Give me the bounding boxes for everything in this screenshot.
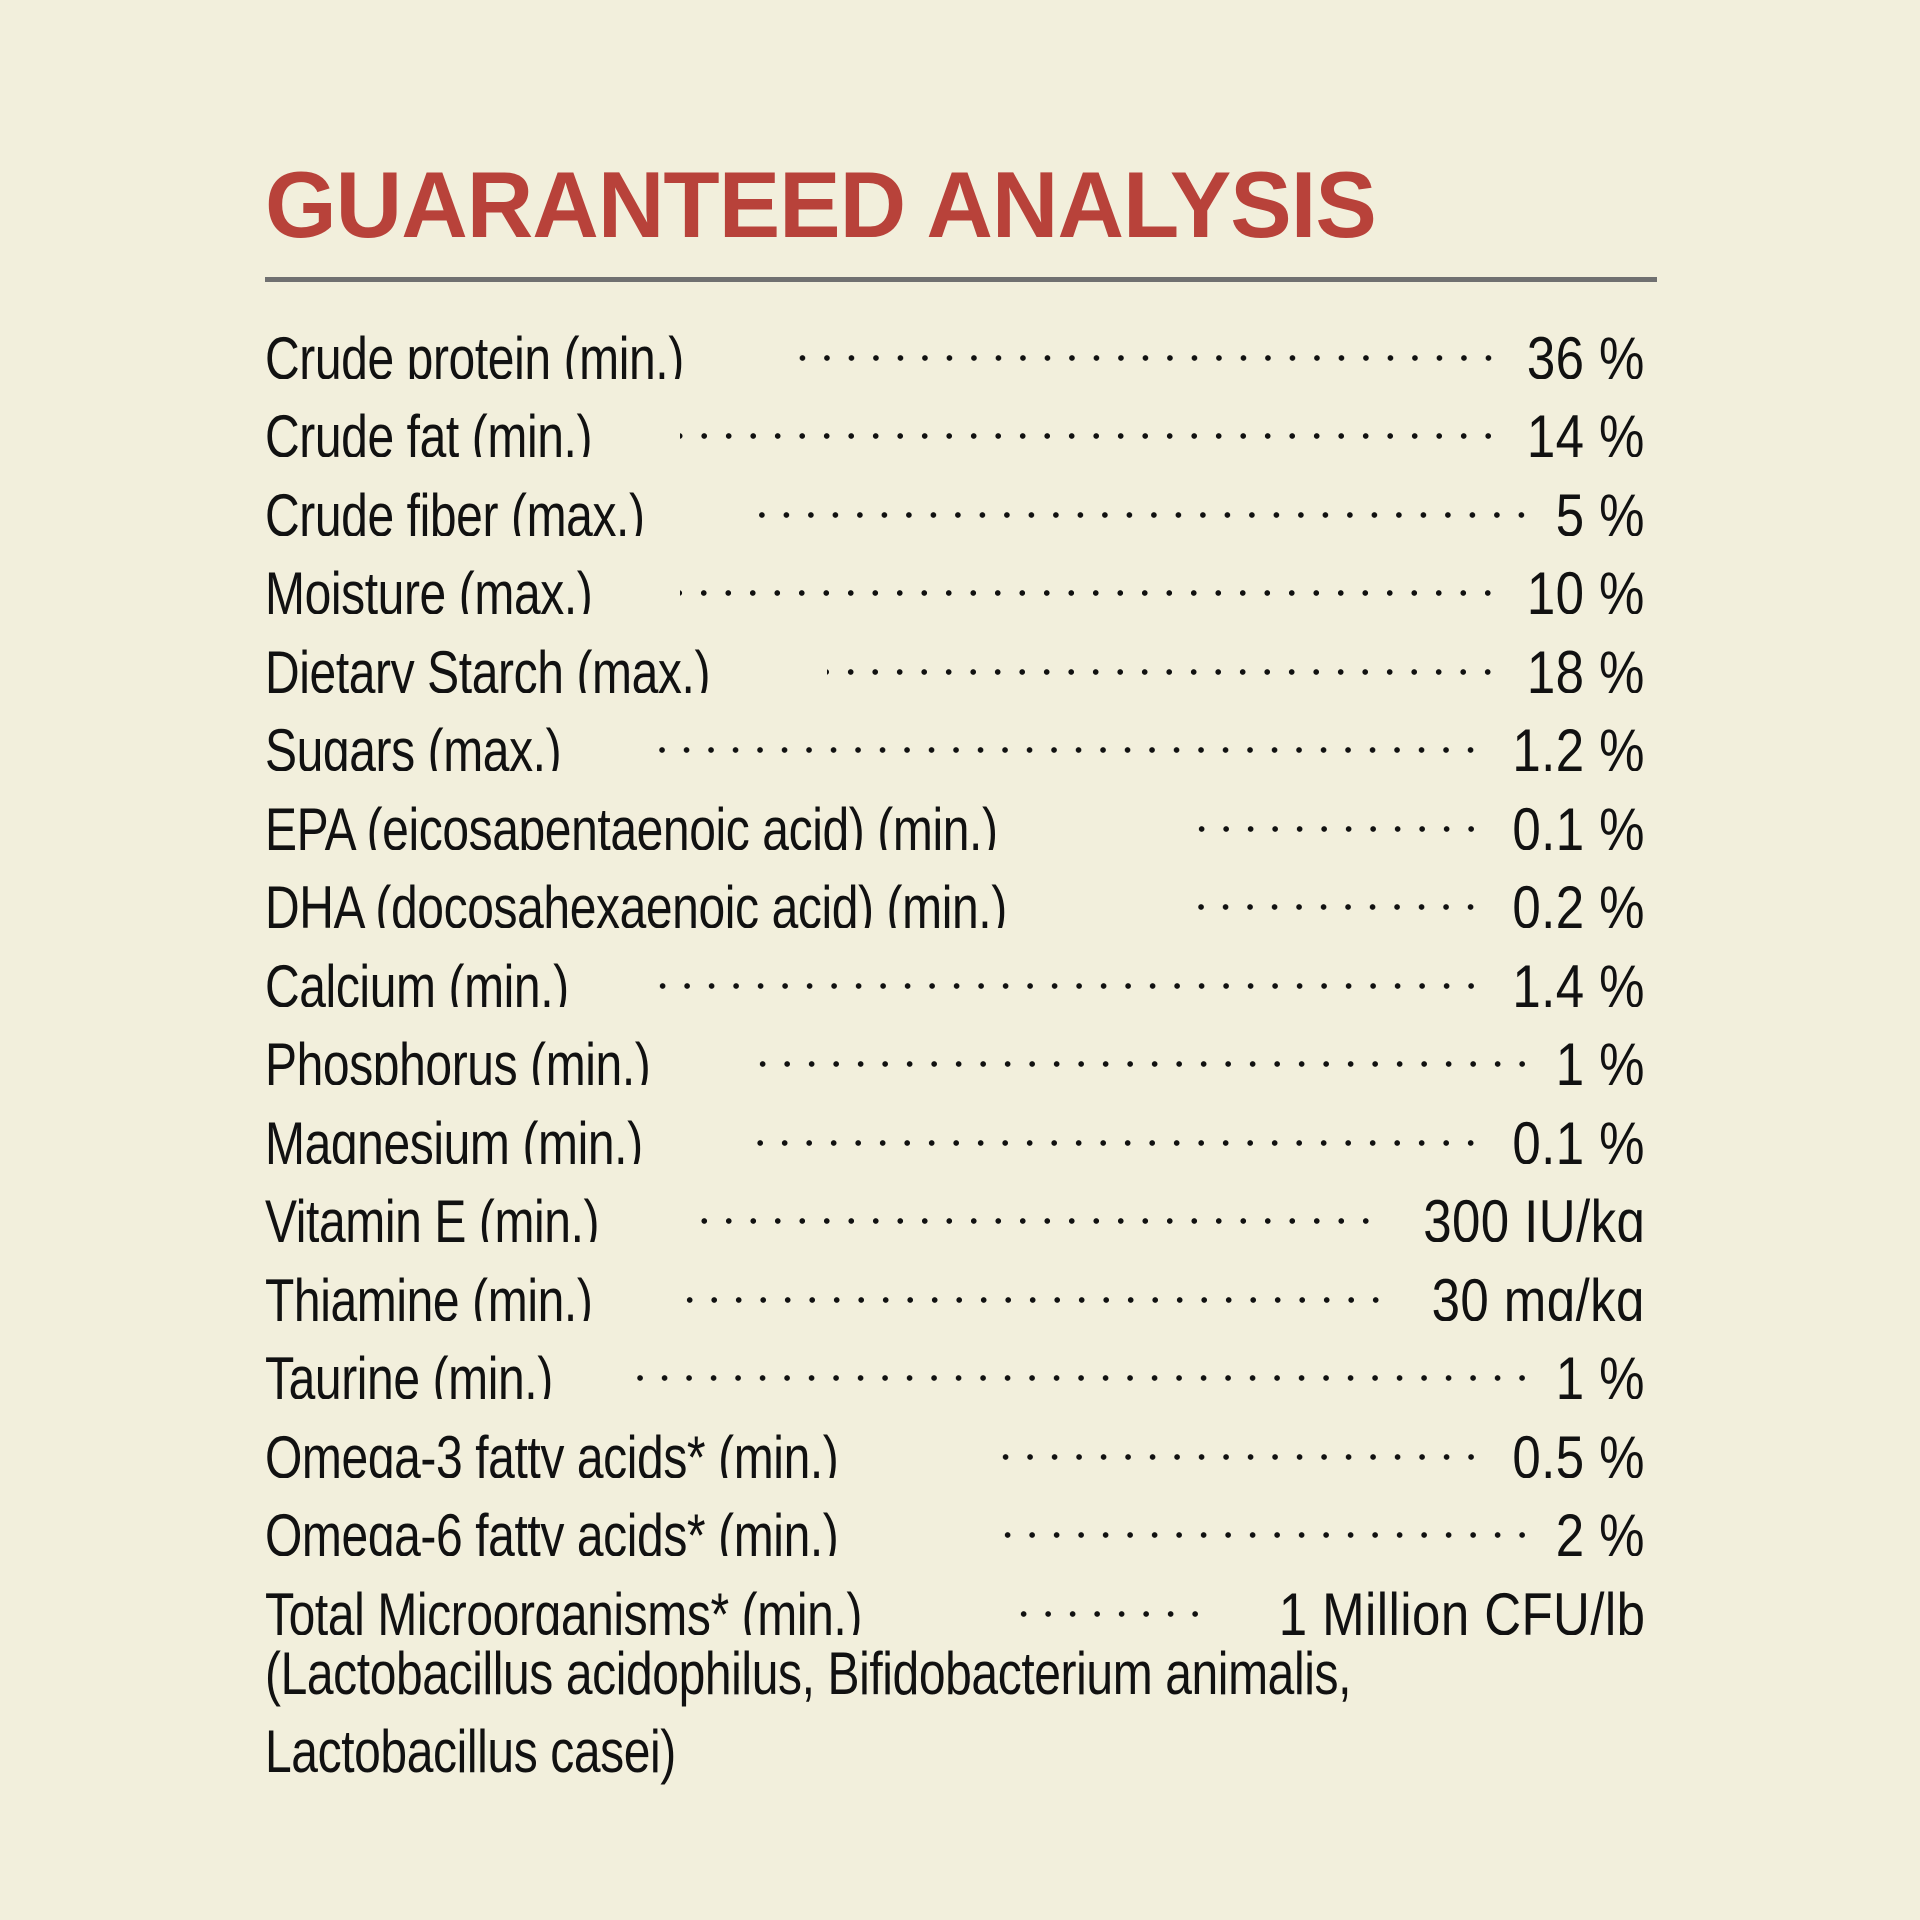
row-label: Crude fat (min.) [265,403,593,457]
dot-leader [680,1242,1389,1321]
row-label: Omega-3 fatty acids* (min.) [265,1423,839,1478]
analysis-row-vitamin-e: Vitamin E (min.) 300 IU/kg [265,1164,1645,1243]
microorganism-species-note-line-1: (Lactobacillus acidophilus, Bifidobacter… [265,1639,1352,1707]
analysis-row-phosphorus: Phosphorus (min.) 1 % [265,1007,1645,1086]
dot-leader [650,928,1484,1007]
row-label: Crude fiber (max.) [265,481,645,536]
dot-leader [743,1085,1484,1164]
analysis-row-moisture: Moisture (max.) 10 % [265,536,1645,615]
dot-leader [630,1321,1535,1400]
analysis-row-omega-3: Omega-3 fatty acids* (min.) 0.5 % [265,1399,1645,1478]
dot-leader [752,1007,1535,1086]
analysis-row-crude-fiber: Crude fiber (max.) 5 % [265,457,1645,536]
analysis-table: Crude protein (min.) 36 % Crude fat (min… [265,300,1645,1792]
row-value: 10 % [1527,560,1645,614]
page-title: GUARANTEED ANALYSIS [265,152,1377,257]
analysis-row-dha: DHA (docosahexaenoic acid) (min.) 0.2 % [265,850,1645,929]
analysis-row-total-microorganisms: Total Microorganisms* (min.) 1 Million C… [265,1556,1645,1635]
dot-leader [688,1164,1378,1243]
row-value: 1.4 % [1512,952,1645,1007]
row-label: Vitamin E (min.) [265,1188,600,1242]
row-value: 1.2 % [1512,717,1645,771]
analysis-row-magnesium: Magnesium (min.) 0.1 % [265,1085,1645,1164]
dot-leader [680,536,1501,615]
dot-leader [794,300,1501,379]
analysis-row-dietary-starch: Dietary Starch (max.) 18 % [265,614,1645,693]
row-label: Thiamine (min.) [265,1266,593,1321]
row-label: Sugars (max.) [265,717,562,771]
analysis-row-taurine: Taurine (min.) 1 % [265,1321,1645,1400]
analysis-row-omega-6: Omega-6 fatty acids* (min.) 2 % [265,1478,1645,1557]
dot-leader [1017,1556,1208,1635]
row-value: 0.5 % [1512,1423,1645,1478]
row-value: 0.1 % [1512,1109,1645,1164]
title-divider [265,277,1657,282]
analysis-row-sugars: Sugars (max.) 1.2 % [265,693,1645,772]
dot-leader [827,614,1501,693]
row-value: 0.1 % [1512,795,1645,850]
dot-leader [745,457,1534,536]
row-value: 1 % [1555,1345,1645,1399]
row-label: Calcium (min.) [265,952,569,1007]
dot-leader [987,1399,1484,1478]
analysis-row-calcium: Calcium (min.) 1.4 % [265,928,1645,1007]
analysis-row-thiamine: Thiamine (min.) 30 mg/kg [265,1242,1645,1321]
row-value: 1 Million CFU/lb [1278,1580,1645,1635]
row-label: Dietary Starch (max.) [265,638,711,693]
analysis-row-crude-protein: Crude protein (min.) 36 % [265,300,1645,379]
microorganism-species-note-line-2: Lactobacillus casei) [265,1718,676,1785]
row-value: 5 % [1555,481,1645,536]
row-value: 300 IU/kg [1422,1188,1645,1242]
row-label: Taurine (min.) [265,1345,553,1399]
analysis-row-epa: EPA (eicosapentaenoic acid) (min.) 0.1 % [265,771,1645,850]
analysis-row-crude-fat: Crude fat (min.) 14 % [265,379,1645,458]
row-label: Phosphorus (min.) [265,1031,651,1085]
row-value: 18 % [1527,638,1645,693]
row-value: 14 % [1527,403,1645,457]
dot-leader [641,693,1483,772]
row-label: Magnesium (min.) [265,1109,643,1164]
dot-leader [987,1478,1535,1557]
row-value: 36 % [1527,324,1645,379]
row-label: DHA (docosahexaenoic acid) (min.) [265,874,1007,928]
row-value: 30 mg/kg [1431,1266,1645,1321]
row-label: EPA (eicosapentaenoic acid) (min.) [265,795,998,850]
dot-leader [679,379,1501,458]
dot-leader [1186,771,1484,850]
row-label: Moisture (max.) [265,560,593,614]
dot-leader [1198,850,1483,929]
row-value: 2 % [1555,1502,1645,1556]
row-value: 1 % [1555,1031,1645,1085]
row-label: Crude protein (min.) [265,324,684,379]
row-value: 0.2 % [1512,874,1645,928]
row-label: Omega-6 fatty acids* (min.) [265,1502,839,1556]
row-label: Total Microorganisms* (min.) [265,1580,862,1635]
